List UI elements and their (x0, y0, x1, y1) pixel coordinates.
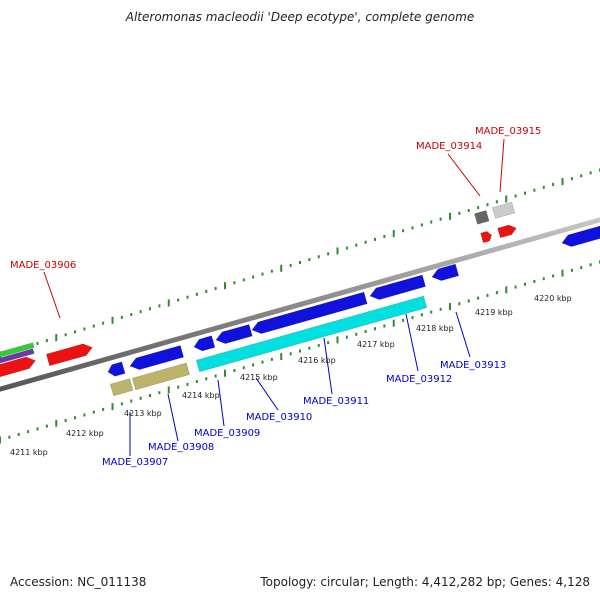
reverse-gene (369, 274, 426, 300)
reverse-gene (431, 263, 460, 281)
label-callouts (43, 138, 505, 456)
kbp-label: 4211 kbp (10, 448, 48, 457)
reverse-gene (107, 361, 126, 377)
outer-tick-track (0, 168, 600, 359)
kbp-label: 4217 kbp (357, 340, 395, 349)
gene-label-made-03912: MADE_03912 (386, 374, 452, 385)
pseudo-gene (109, 378, 134, 397)
forward-gene-lightgray (492, 201, 516, 219)
page-title: Alteromonas macleodii 'Deep ecotype', co… (125, 10, 475, 24)
reverse-gene (193, 335, 216, 352)
forward-gene (480, 231, 492, 244)
gene-label-made-03909: MADE_03909 (194, 428, 260, 439)
gene-label-made-03907: MADE_03907 (102, 457, 168, 468)
inner-tick-track (0, 260, 600, 444)
forward-gene-gray (474, 210, 490, 225)
forward-gene (0, 356, 36, 379)
gene-name-labels: MADE_03906 MADE_03914 MADE_03915 MADE_03… (10, 126, 541, 468)
gene-label-made-03913: MADE_03913 (440, 360, 506, 371)
callout-made-03911 (323, 337, 333, 395)
gene-label-made-03915: MADE_03915 (475, 126, 541, 137)
kbp-label: 4219 kbp (475, 308, 513, 317)
pseudo-gene (131, 362, 190, 391)
gene-label-made-03910: MADE_03910 (246, 412, 312, 423)
genome-backbone (0, 217, 600, 392)
forward-gene-green (0, 342, 35, 359)
gene-label-made-03911: MADE_03911 (303, 396, 369, 407)
gene-label-made-03914: MADE_03914 (416, 141, 482, 152)
reverse-gene (129, 345, 184, 370)
kbp-label: 4216 kbp (298, 356, 336, 365)
accession-text: Accession: NC_011138 (10, 575, 147, 589)
callout-made-03906 (43, 271, 61, 319)
forward-gene-purple (0, 348, 35, 365)
reverse-gene (215, 324, 253, 344)
callout-made-03908 (167, 393, 179, 442)
kbp-label: 4220 kbp (534, 294, 572, 303)
callout-made-03910 (255, 377, 279, 411)
callout-made-03914 (447, 153, 481, 197)
kbp-label: 4218 kbp (416, 324, 454, 333)
kbp-label: 4214 kbp (182, 391, 220, 400)
genome-stats-text: Topology: circular; Length: 4,412,282 bp… (260, 575, 590, 589)
forward-gene (497, 224, 517, 239)
callout-made-03912 (405, 313, 419, 372)
callout-made-03909 (217, 379, 225, 427)
kbp-scale-labels: 4211 kbp 4212 kbp 4213 kbp 4214 kbp 4215… (10, 294, 572, 457)
kbp-label: 4212 kbp (66, 429, 104, 438)
callout-made-03915 (499, 138, 505, 193)
reverse-gene (251, 291, 368, 334)
kbp-label: 4215 kbp (240, 373, 278, 382)
forward-gene (45, 343, 93, 367)
gene-label-made-03908: MADE_03908 (148, 442, 214, 453)
kbp-label: 4213 kbp (124, 409, 162, 418)
rna-feature (195, 295, 428, 373)
reverse-gene (561, 223, 600, 247)
gene-features (0, 201, 600, 397)
gene-label-made-03906: MADE_03906 (10, 260, 76, 271)
callout-made-03913 (455, 311, 471, 358)
